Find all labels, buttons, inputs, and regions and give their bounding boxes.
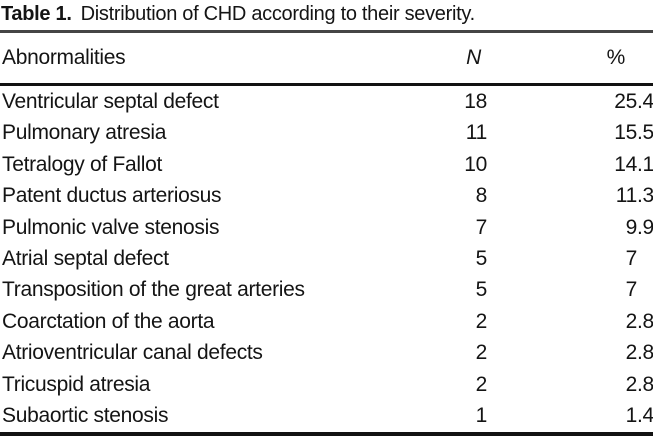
pct-int-cell: 2	[625, 309, 638, 333]
header-n: N	[466, 46, 481, 69]
pct-frac-cell: .5	[637, 121, 653, 145]
n-cell: 11	[465, 121, 488, 145]
table-title-label: Table 1.	[1, 3, 72, 25]
header-percent: %	[606, 46, 626, 69]
n-cell: 18	[464, 89, 487, 113]
abnormality-cell: Pulmonic valve stenosis	[2, 215, 220, 239]
table-row: Atrioventricular canal defects 2 2.8	[0, 338, 653, 369]
pct-int-cell: 1	[625, 404, 638, 428]
abnormality-cell: Coarctation of the aorta	[2, 309, 215, 333]
top-rule	[0, 30, 653, 33]
n-cell: 10	[464, 152, 487, 176]
n-cell: 1	[475, 404, 488, 428]
table-row: Subaortic stenosis 1 1.4	[0, 401, 653, 432]
n-cell: 2	[475, 372, 488, 396]
abnormality-cell: Atrioventricular canal defects	[2, 341, 263, 365]
table-row: Atrial septal defect 5 7	[0, 243, 653, 274]
pct-int-cell: 15	[614, 121, 637, 145]
table-header-row: Abnormalities N %	[0, 33, 653, 83]
pct-frac-cell: .3	[637, 184, 653, 208]
table-title-text: Distribution of CHD according to their s…	[80, 3, 476, 25]
n-cell: 7	[475, 215, 488, 239]
table-row: Tetralogy of Fallot 10 14.1	[0, 149, 653, 180]
table-body: Ventricular septal defect 18 25.4 Pulmonary…	[0, 86, 653, 432]
abnormality-cell: Tetralogy of Fallot	[2, 152, 163, 176]
n-cell: 2	[475, 341, 488, 365]
abnormality-cell: Tricuspid atresia	[2, 372, 151, 396]
pct-int-cell: 7	[625, 246, 638, 270]
n-cell: 5	[475, 246, 488, 270]
pct-int-cell: 25	[614, 89, 637, 113]
pct-int-cell: 2	[625, 341, 638, 365]
table-row: Pulmonary atresia 11 15.5	[0, 117, 653, 148]
n-cell: 2	[475, 309, 488, 333]
abnormality-cell: Patent ductus arteriosus	[2, 184, 222, 208]
pct-int-cell: 7	[625, 278, 638, 302]
abnormality-cell: Atrial septal defect	[2, 246, 169, 270]
table-row: Tricuspid atresia 2 2.8	[0, 369, 653, 400]
mid-rule	[0, 83, 653, 86]
pct-frac-cell: .4	[637, 404, 653, 428]
table-row: Pulmonic valve stenosis 7 9.9	[0, 212, 653, 243]
table-row: Coarctation of the aorta 2 2.8	[0, 306, 653, 337]
abnormality-cell: Subaortic stenosis	[2, 404, 169, 428]
pct-frac-cell: .8	[637, 309, 653, 333]
bottom-rule	[0, 432, 653, 436]
table-row: Patent ductus arteriosus 8 11.3	[0, 180, 653, 211]
table-row: Transposition of the great arteries 5 7	[0, 275, 653, 306]
pct-frac-cell: .4	[637, 89, 653, 113]
n-cell: 5	[475, 278, 488, 302]
abnormality-cell: Ventricular septal defect	[2, 89, 219, 113]
pct-int-cell: 14	[614, 152, 637, 176]
pct-frac-cell: .1	[637, 152, 653, 176]
header-abnormalities: Abnormalities	[2, 46, 126, 69]
abnormality-cell: Transposition of the great arteries	[2, 278, 305, 302]
pct-frac-cell: .9	[637, 215, 653, 239]
pct-frac-cell: .8	[637, 341, 653, 365]
table-row: Ventricular septal defect 18 25.4	[0, 86, 653, 117]
pct-frac-cell: .8	[637, 372, 653, 396]
abnormality-cell: Pulmonary atresia	[2, 121, 167, 145]
table-title: Table 1. Distribution of CHD according to…	[1, 1, 653, 27]
n-cell: 8	[475, 184, 488, 208]
pct-int-cell: 9	[625, 215, 638, 239]
pct-int-cell: 11	[615, 184, 638, 208]
pct-int-cell: 2	[625, 372, 638, 396]
